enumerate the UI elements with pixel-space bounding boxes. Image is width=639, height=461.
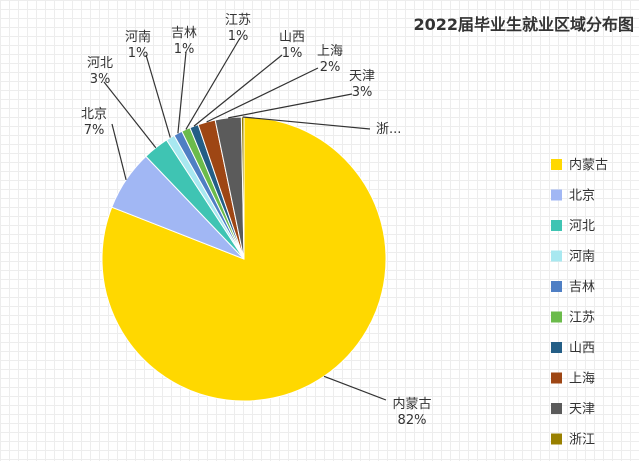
leader-line-2 [111, 123, 127, 181]
data-labels: 内蒙古 82% 北京 7% 河北 3% 河南 1% 吉林 1% 江苏 1% 山西 1% 上海 2%天津 3% 浙.… [81, 12, 432, 428]
legend-swatch-4 [551, 250, 562, 262]
leader-line-10 [242, 116, 371, 130]
legend-swatch-7 [551, 342, 562, 353]
legend-label-3: 河北 [569, 219, 595, 234]
leader-line-6 [185, 37, 241, 130]
legend-label-8: 上海 [569, 372, 595, 387]
leader-line-5 [177, 51, 187, 134]
data-label-2: 北京 7% [81, 107, 107, 138]
leader-line-1 [323, 375, 387, 401]
data-label-9: 天津 3% [349, 69, 375, 100]
legend-label-7: 山西 [569, 341, 595, 356]
legend-label-1: 内蒙古 [569, 157, 608, 173]
leader-line-9 [228, 93, 353, 119]
legend-label-4: 河南 [569, 249, 595, 265]
data-label-8: 上海 2% [317, 44, 343, 75]
data-label-10: 浙... [376, 122, 401, 137]
leader-line-4 [145, 54, 171, 138]
legend-swatch-6 [551, 311, 562, 323]
legend-label-9: 天津 [569, 402, 595, 417]
leader-line-8 [206, 67, 319, 123]
legend-swatch-1 [551, 159, 562, 170]
data-label-3: 河北 3% [87, 56, 113, 87]
data-label-5: 吉林 1% [171, 26, 197, 57]
legend-label-2: 北京 [569, 189, 595, 204]
data-label-1: 内蒙古 82% [392, 396, 431, 428]
legend-swatch-5 [551, 281, 562, 292]
slices-group [101, 116, 387, 402]
legend-label-5: 吉林 [569, 280, 595, 295]
legend-swatch-8 [551, 372, 562, 384]
legend-swatch-2 [551, 189, 562, 201]
data-label-6: 江苏 1% [225, 12, 251, 44]
legend-label-10: 浙江 [569, 433, 595, 448]
chart-title: 2022届毕业生就业区域分布图 [413, 15, 634, 34]
legend-swatch-3 [551, 220, 562, 231]
legend-swatch-9 [551, 403, 562, 414]
leader-line-7 [193, 54, 283, 127]
legend-label-6: 江苏 [569, 310, 595, 326]
data-label-7: 山西 1% [279, 30, 305, 61]
legend-swatch-10 [551, 433, 562, 445]
data-label-4: 河南 1% [125, 29, 151, 61]
leader-line-3 [103, 81, 157, 149]
leader-lines [103, 37, 387, 401]
